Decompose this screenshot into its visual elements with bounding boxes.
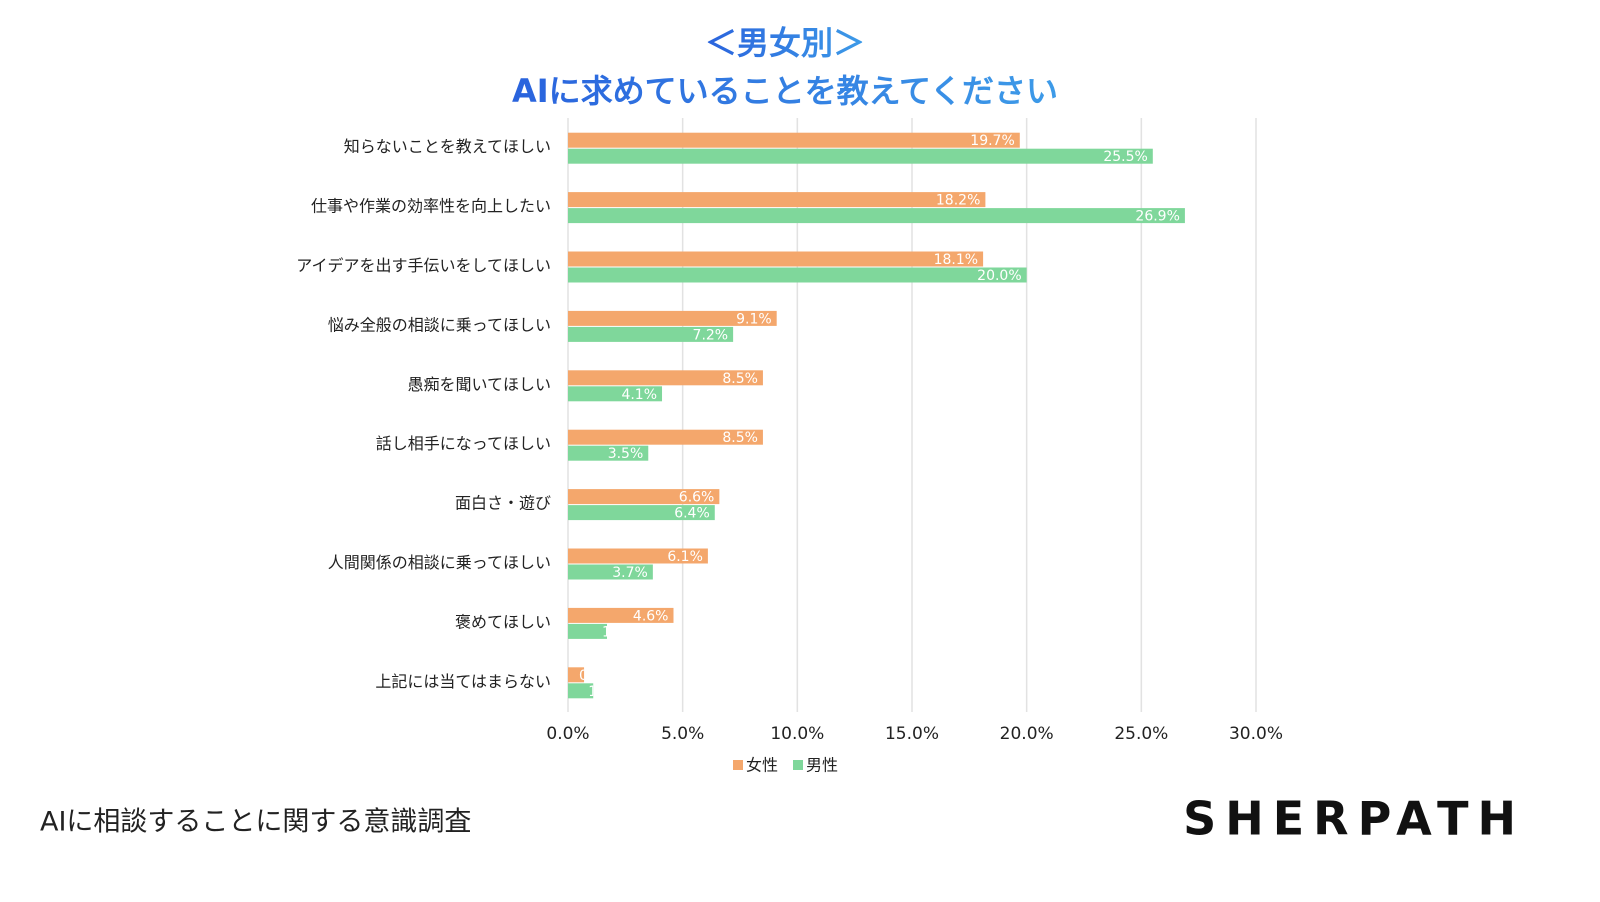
chart-subtitle: AIに求めていることを教えてください (512, 72, 1058, 110)
bar (568, 429, 763, 445)
bar (568, 251, 984, 267)
y-tick-label: アイデアを出す手伝いをしてほしい (296, 256, 551, 275)
data-label: 4.1% (621, 387, 657, 403)
bar (568, 267, 1027, 283)
bar (568, 370, 763, 386)
y-tick-label: 上記には当てはまらない (375, 672, 551, 691)
legend-swatch (733, 760, 743, 770)
bar (568, 445, 649, 461)
data-label: 1.7% (602, 624, 638, 640)
bar (568, 386, 663, 402)
data-label: 3.5% (608, 446, 644, 462)
bar (568, 148, 1153, 164)
bar (568, 564, 653, 580)
data-label: 9.1% (736, 311, 772, 327)
data-label: 8.5% (722, 371, 758, 387)
data-label: 6.4% (674, 506, 710, 522)
chart-title: ＜男女別＞ (705, 24, 865, 62)
bar (568, 208, 1185, 224)
y-tick-label: 愚痴を聞いてほしい (407, 375, 551, 394)
bar (568, 548, 708, 564)
bar (568, 489, 720, 505)
y-tick-label: 人間関係の相談に乗ってほしい (328, 553, 551, 572)
data-label: 1.1% (588, 684, 624, 700)
data-label: 6.6% (679, 490, 715, 506)
bar (568, 683, 594, 699)
y-tick-label: 話し相手になってほしい (376, 434, 551, 453)
legend-swatch (793, 760, 803, 770)
data-label: 18.2% (936, 193, 980, 209)
data-label: 20.0% (977, 268, 1021, 284)
bar (568, 192, 986, 208)
data-label: 4.6% (633, 608, 669, 624)
bar (568, 667, 585, 683)
bar (568, 132, 1020, 148)
bar (568, 505, 715, 521)
x-tick-label: 20.0% (1000, 724, 1054, 744)
legend-label: 女性 (746, 756, 778, 775)
y-tick-label: 悩み全般の相談に乗ってほしい (328, 315, 551, 334)
bar (568, 310, 777, 326)
x-tick-label: 10.0% (770, 724, 824, 744)
x-tick-label: 25.0% (1114, 724, 1168, 744)
x-tick-label: 15.0% (885, 724, 939, 744)
survey-title: AIに相談することに関する意識調査 (40, 807, 471, 838)
x-tick-label: 0.0% (546, 724, 589, 744)
x-tick-label: 5.0% (661, 724, 704, 744)
x-tick-label: 30.0% (1229, 724, 1283, 744)
data-label: 18.1% (934, 252, 978, 268)
data-label: 7.2% (693, 327, 729, 343)
data-label: 26.9% (1135, 209, 1179, 225)
legend-label: 男性 (806, 756, 838, 775)
data-label: 0.7% (579, 668, 615, 684)
data-label: 19.7% (970, 133, 1014, 149)
y-tick-label: 面白さ・遊び (455, 494, 551, 513)
bar (568, 623, 607, 639)
data-label: 8.5% (722, 430, 758, 446)
data-label: 6.1% (667, 549, 703, 565)
y-tick-label: 褒めてほしい (455, 612, 551, 631)
data-label: 3.7% (612, 565, 648, 581)
brand-logo: SHERPATH (1183, 792, 1525, 846)
bar (568, 326, 734, 342)
data-label: 25.5% (1103, 149, 1147, 165)
bar (568, 607, 674, 623)
y-tick-label: 知らないことを教えてほしい (344, 137, 551, 156)
y-tick-label: 仕事や作業の効率性を向上したい (311, 197, 551, 216)
